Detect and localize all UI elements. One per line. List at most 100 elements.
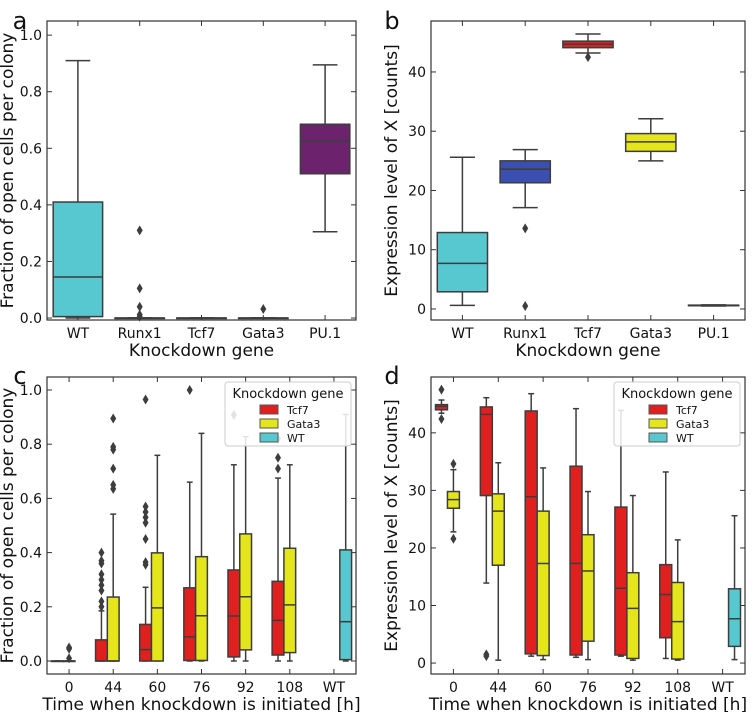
outlier-point bbox=[136, 301, 143, 312]
x-tick-label: 92 bbox=[624, 680, 642, 696]
outlier-point bbox=[438, 414, 445, 425]
x-tick-label: WT bbox=[323, 680, 346, 696]
box-iqr bbox=[194, 555, 209, 662]
box-tcf7-0 bbox=[434, 384, 449, 425]
outlier-point bbox=[98, 569, 105, 580]
x-tick-label: WT bbox=[67, 326, 90, 342]
outlier-point bbox=[275, 452, 282, 463]
x-tick-label: Runx1 bbox=[118, 326, 162, 342]
y-tick-label: 20 bbox=[408, 541, 426, 557]
x-tick-label: 0 bbox=[65, 680, 74, 696]
legend-label: Tcf7 bbox=[286, 404, 309, 417]
x-tick-label: Gata3 bbox=[242, 326, 284, 342]
box-iqr bbox=[436, 231, 489, 293]
legend-swatch-gata3 bbox=[259, 418, 279, 429]
outlier-point bbox=[110, 413, 117, 424]
panel-a: a 0.0 0.2 0.4 0.6 0.8 1.0 WT Runx1 Tcf7 Gata3 PU.1 K… bbox=[0, 7, 357, 361]
box-gata3-gata3 bbox=[624, 118, 677, 162]
box-iqr bbox=[138, 623, 153, 662]
box-tcf7-44 bbox=[94, 547, 109, 662]
x-tick-label: 60 bbox=[534, 680, 552, 696]
legend-swatch-tcf7 bbox=[259, 404, 279, 415]
box-gata3-44 bbox=[491, 462, 506, 661]
box-gata3-76 bbox=[194, 432, 209, 662]
x-tick-label: 60 bbox=[148, 680, 166, 696]
x-tick-label: Runx1 bbox=[503, 326, 547, 342]
box-iqr bbox=[727, 588, 742, 648]
y-tick-label: 10 bbox=[408, 243, 426, 259]
box-tcf7-76 bbox=[569, 407, 583, 659]
x-tick-label: Gata3 bbox=[630, 326, 672, 342]
box-gata3-gata3 bbox=[237, 303, 289, 320]
legend-title: Knockdown gene bbox=[621, 387, 732, 402]
legend-label: WT bbox=[676, 432, 694, 445]
box-tcf7-60 bbox=[524, 392, 538, 657]
box-iqr bbox=[434, 403, 449, 411]
panel-letter: d bbox=[384, 362, 399, 390]
outlier-point bbox=[142, 534, 149, 545]
y-axis-label: Fraction of open cells per colony bbox=[0, 388, 18, 664]
outlier-point bbox=[522, 223, 529, 234]
box-pu1-pu1 bbox=[299, 64, 351, 233]
legend-swatch-wt bbox=[259, 432, 279, 443]
y-tick-label: 0 bbox=[417, 302, 426, 318]
outlier-point bbox=[483, 651, 490, 662]
box-iqr bbox=[569, 465, 583, 656]
outlier-point bbox=[438, 384, 445, 395]
box-gata3-60 bbox=[536, 467, 550, 661]
outlier-point bbox=[450, 533, 457, 544]
y-tick-label: 0.8 bbox=[20, 437, 42, 453]
y-axis-label: Expression level of X [counts] bbox=[382, 399, 402, 651]
x-tick-label: PU.1 bbox=[309, 326, 341, 342]
box-iqr bbox=[183, 587, 197, 662]
legend-frame bbox=[224, 381, 352, 447]
outlier-point bbox=[98, 596, 105, 607]
legend-title: Knockdown gene bbox=[232, 387, 343, 402]
box-tcf7-0 bbox=[50, 660, 64, 663]
outlier-point bbox=[98, 601, 105, 612]
outlier-point bbox=[98, 574, 105, 585]
box-wt-wt bbox=[52, 59, 104, 319]
x-tick-label: PU.1 bbox=[698, 326, 730, 342]
box-iqr bbox=[239, 533, 253, 651]
box-iqr bbox=[94, 639, 109, 662]
outlier-point bbox=[142, 506, 149, 517]
box-tcf7-tcf7 bbox=[562, 33, 614, 63]
x-tick-label: 108 bbox=[664, 680, 691, 696]
y-tick-label: 0.4 bbox=[20, 198, 42, 214]
box-iqr bbox=[524, 410, 538, 655]
y-tick-label: 0.6 bbox=[20, 141, 42, 157]
box-tcf7-60 bbox=[138, 394, 153, 662]
x-tick-label: 92 bbox=[237, 680, 255, 696]
box-gata3-108 bbox=[283, 464, 297, 662]
y-axis-label: Expression level of X [counts] bbox=[382, 44, 402, 296]
y-tick-label: 0.0 bbox=[20, 654, 42, 670]
legend-swatch-wt bbox=[648, 432, 668, 443]
box-runx1-runx1 bbox=[114, 225, 166, 322]
x-tick-label: Tcf7 bbox=[187, 326, 216, 342]
outlier-point bbox=[98, 547, 105, 558]
outlier-point bbox=[136, 225, 143, 236]
box-gata3-76 bbox=[581, 490, 595, 661]
outlier-point bbox=[142, 517, 149, 528]
box-tcf7-tcf7 bbox=[176, 317, 227, 320]
outlier-point bbox=[98, 555, 105, 566]
outlier-point bbox=[186, 385, 193, 396]
x-tick-label: 44 bbox=[489, 680, 507, 696]
box-gata3-92 bbox=[626, 494, 640, 661]
box-gata3-108 bbox=[670, 539, 685, 661]
outlier-point bbox=[450, 458, 457, 469]
outlier-point bbox=[142, 557, 149, 568]
legend-swatch-gata3 bbox=[648, 418, 668, 429]
outlier-point bbox=[110, 463, 117, 474]
box-iqr bbox=[536, 510, 550, 657]
legend-label: Gata3 bbox=[676, 418, 709, 431]
box-gata3-60 bbox=[150, 454, 164, 662]
y-tick-label: 30 bbox=[408, 124, 426, 140]
box-iqr bbox=[491, 493, 506, 566]
box-gata3-0 bbox=[62, 642, 76, 664]
outlier-point bbox=[110, 441, 117, 452]
box-iqr bbox=[150, 552, 164, 662]
